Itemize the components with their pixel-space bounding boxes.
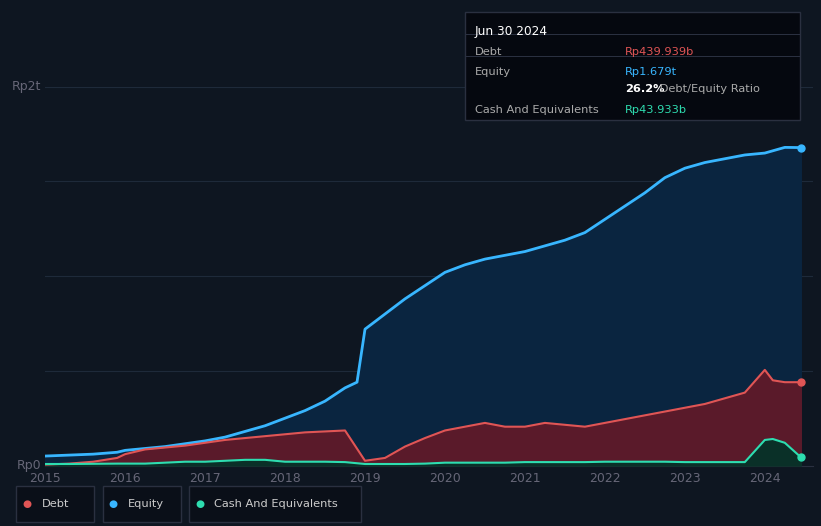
Text: Rp439.939b: Rp439.939b <box>625 47 695 57</box>
Text: Rp1.679t: Rp1.679t <box>625 67 677 77</box>
Text: ●: ● <box>23 499 31 509</box>
Text: Cash And Equivalents: Cash And Equivalents <box>214 499 338 509</box>
Text: Rp0: Rp0 <box>16 459 41 472</box>
Text: Equity: Equity <box>128 499 164 509</box>
Text: Debt: Debt <box>475 47 502 57</box>
Text: Debt/Equity Ratio: Debt/Equity Ratio <box>656 84 760 94</box>
Text: Debt: Debt <box>42 499 69 509</box>
Text: ●: ● <box>109 499 117 509</box>
Text: Equity: Equity <box>475 67 511 77</box>
Text: Rp43.933b: Rp43.933b <box>625 105 687 115</box>
Text: ●: ● <box>195 499 204 509</box>
Text: Jun 30 2024: Jun 30 2024 <box>475 25 548 38</box>
Text: 26.2%: 26.2% <box>625 84 664 94</box>
Text: Rp2t: Rp2t <box>12 80 41 93</box>
Text: Cash And Equivalents: Cash And Equivalents <box>475 105 599 115</box>
